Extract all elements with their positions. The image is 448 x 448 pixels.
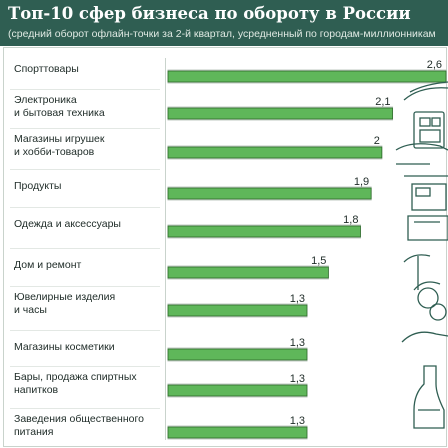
tools-icon [403,254,431,290]
value-label: 2 [374,135,380,147]
row-separator [10,207,160,208]
category-label: Магазины игрушек и хобби-товаров [14,133,105,158]
row-separator [10,366,160,367]
value-label: 1,3 [290,293,305,305]
value-label: 1,3 [290,373,305,385]
row-separator [10,408,160,409]
row-separator [10,128,160,129]
bar [167,426,308,439]
chart-title: Топ-10 сфер бизнеса по обороту в России [8,4,411,23]
category-label: Бары, продажа спиртных напитков [14,371,137,396]
bar [167,225,361,238]
bar [167,348,308,361]
cash-register-icon [407,183,448,241]
bar [167,107,393,120]
row-separator [10,330,160,331]
value-label: 1,3 [290,415,305,427]
cosmetics-icon [401,331,448,343]
shopping-cart-icon [395,143,448,177]
appliance-icon [413,111,445,149]
row-separator [10,286,160,287]
bar [167,304,308,317]
bar [167,187,372,200]
chart-subtitle: (средний оборот офлайн-точки за 2-й квар… [8,28,436,40]
bar [167,384,308,397]
category-label: Ювелирные изделия и часы [14,291,116,316]
category-label: Магазины косметики [14,341,115,353]
bar [167,70,447,83]
category-label: Заведения общественного питания [14,413,144,438]
bottle-icon [413,365,445,429]
value-label: 1,5 [311,255,326,267]
row-separator [10,248,160,249]
value-label: 2,1 [375,96,390,108]
value-label: 1,8 [343,214,358,226]
row-separator [10,169,160,170]
value-label: 1,9 [354,176,369,188]
category-label: Дом и ремонт [14,259,82,271]
value-label: 1,3 [290,337,305,349]
value-label: 2,6 [427,59,442,71]
category-label: Спорттовары [14,63,79,75]
jewelry-icon [413,281,447,321]
category-label: Продукты [14,180,62,192]
chart-header: Топ-10 сфер бизнеса по обороту в России … [0,0,448,46]
ball-icon [403,81,448,101]
category-label: Одежда и аксессуары [14,218,121,230]
bar [167,146,383,159]
bar [167,266,329,279]
decorative-illustrations [395,81,448,429]
category-divider [165,58,166,440]
row-separator [10,89,160,90]
category-label: Электроника и бытовая техника [14,94,105,119]
